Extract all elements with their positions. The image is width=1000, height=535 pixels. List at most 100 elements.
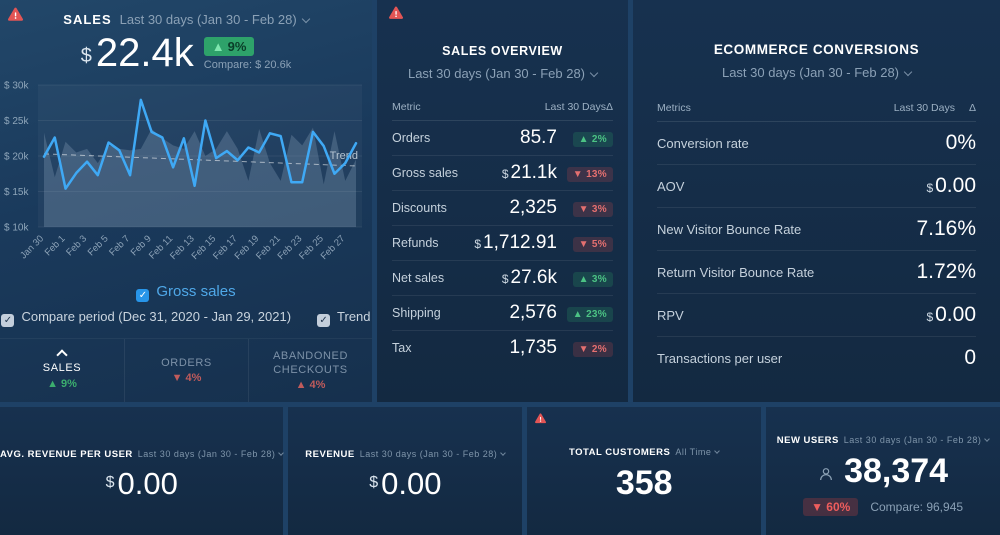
legend-compare-period: ✓ Compare period (Dec 31, 2020 - Jan 29, … xyxy=(1,309,291,327)
delta-badge: ▲ 9% xyxy=(203,37,255,56)
table-row[interactable]: RPV $0.00 xyxy=(657,294,976,337)
triangle-up-icon: ▲ xyxy=(211,39,225,54)
x-tick-label: Feb 1 xyxy=(43,233,68,258)
date-range-dropdown[interactable]: Last 30 days (Jan 30 - Feb 28) xyxy=(633,65,1000,80)
tab-abandoned-checkouts[interactable]: ABANDONED CHECKOUTS ▲ 4% xyxy=(248,339,372,402)
y-tick-label: $ 10k xyxy=(4,223,29,234)
gross-sales-label: Gross sales xyxy=(156,283,236,300)
chevron-down-icon xyxy=(984,435,991,442)
x-tick-label: Feb 27 xyxy=(319,233,348,262)
kpi-value: 0.00 xyxy=(117,465,178,501)
avg-revenue-per-user-panel: AVG. REVENUE PER USER Last 30 days (Jan 3… xyxy=(0,407,285,535)
conversions-table: Metrics Last 30 Days Δ Conversion rate 0%… xyxy=(657,96,976,379)
y-tick-label: $ 15k xyxy=(4,187,29,198)
table-row[interactable]: Shipping 2,576 ▲ 23% xyxy=(392,296,613,331)
x-tick-label: Jan 30 xyxy=(18,233,46,261)
warning-icon[interactable] xyxy=(389,6,403,20)
panel-title: TOTAL CUSTOMERS xyxy=(569,447,671,458)
date-range-dropdown[interactable]: Last 30 days (Jan 30 - Feb 28) xyxy=(138,449,285,459)
gross-sales-checkbox[interactable]: ✓ xyxy=(136,289,150,302)
delta-badge: ▲ 3% xyxy=(572,272,613,287)
delta-badge: ▼ 2% xyxy=(572,342,613,357)
compare-period-checkbox[interactable]: ✓ xyxy=(1,314,15,327)
sales-overview-table: Metric Last 30 Days Δ Orders 85.7 ▲ 2% Gro… xyxy=(392,95,613,365)
revenue-panel: REVENUE Last 30 days (Jan 30 - Feb 28) $0… xyxy=(288,407,523,535)
tab-delta: ▲ 4% xyxy=(295,379,326,392)
chevron-down-icon xyxy=(500,449,507,456)
currency-symbol: $ xyxy=(80,45,92,67)
legend-row-2: ✓ Compare period (Dec 31, 2020 - Jan 29, … xyxy=(0,309,372,327)
tab-delta: ▲ 9% xyxy=(47,377,77,390)
compare-area xyxy=(44,127,356,227)
date-range-dropdown[interactable]: Last 30 days (Jan 30 - Feb 28) xyxy=(844,435,991,445)
chevron-down-icon xyxy=(301,14,310,24)
date-range-dropdown[interactable]: All Time xyxy=(675,447,721,457)
table-row[interactable]: Net sales $27.6k ▲ 3% xyxy=(392,261,613,296)
panel-title: SALES xyxy=(63,12,112,27)
currency-symbol: $ xyxy=(369,473,379,491)
x-tick-label: Feb 7 xyxy=(107,233,132,258)
kpi-value: 358 xyxy=(615,464,673,502)
legend-gross-sales: ✓ Gross sales xyxy=(0,283,372,302)
date-range-dropdown[interactable]: Last 30 days (Jan 30 - Feb 28) xyxy=(360,449,507,459)
ecommerce-conversions-panel: ECOMMERCE CONVERSIONS Last 30 days (Jan … xyxy=(633,0,1000,402)
y-tick-label: $ 25k xyxy=(4,116,29,127)
new-users-panel: NEW USERS Last 30 days (Jan 30 - Feb 28) … xyxy=(766,407,1000,535)
kpi-value: 0.00 xyxy=(381,465,442,501)
user-icon xyxy=(820,467,832,480)
sales-header: SALES Last 30 days (Jan 30 - Feb 28) xyxy=(0,11,372,29)
tab-orders[interactable]: ORDERS ▼ 4% xyxy=(124,339,248,402)
tab-sales[interactable]: SALES ▲ 9% xyxy=(0,339,124,402)
delta-badge: ▼ 13% xyxy=(566,167,613,182)
delta-badge: ▲ 2% xyxy=(572,132,613,147)
table-row[interactable]: Transactions per user 0 xyxy=(657,346,976,369)
panel-title: AVG. REVENUE PER USER xyxy=(0,448,133,460)
y-tick-label: $ 20k xyxy=(4,152,29,163)
table-row[interactable]: Discounts 2,325 ▼ 3% xyxy=(392,191,613,226)
table-row[interactable]: New Visitor Bounce Rate 7.16% xyxy=(657,208,976,251)
sales-panel: SALES Last 30 days (Jan 30 - Feb 28) $ 22… xyxy=(0,0,372,402)
compare-value: Compare: 96,945 xyxy=(870,499,964,514)
delta-badge: ▼ 3% xyxy=(572,202,613,217)
trend-label: Trend xyxy=(330,150,358,162)
table-row[interactable]: Refunds $1,712.91 ▼ 5% xyxy=(392,226,613,261)
x-tick-label: Feb 3 xyxy=(64,233,89,258)
gross-sales-line xyxy=(42,98,358,190)
compare-value: Compare: $ 20.6k xyxy=(203,59,292,71)
table-row[interactable]: Tax 1,735 ▼ 2% xyxy=(392,331,613,365)
table-header: Metric Last 30 Days Δ xyxy=(392,95,613,121)
warning-icon[interactable] xyxy=(8,7,23,22)
table-row[interactable]: Gross sales $21.1k ▼ 13% xyxy=(392,156,613,191)
warning-icon[interactable] xyxy=(535,413,547,424)
total-customers-panel: TOTAL CUSTOMERS All Time 358 xyxy=(527,407,762,535)
x-tick-label: Feb 5 xyxy=(86,233,111,258)
table-row[interactable]: Conversion rate 0% xyxy=(657,122,976,165)
date-range-dropdown[interactable]: Last 30 days (Jan 30 - Feb 28) xyxy=(120,12,310,27)
chevron-down-icon xyxy=(589,68,599,78)
delta-badge: ▼ 60% xyxy=(803,497,859,516)
sales-overview-panel: SALES OVERVIEW Last 30 days (Jan 30 - Fe… xyxy=(377,0,628,402)
delta-badge: ▲ 23% xyxy=(566,307,613,322)
chevron-down-icon xyxy=(714,448,721,454)
date-range-dropdown[interactable]: Last 30 days (Jan 30 - Feb 28) xyxy=(377,66,628,81)
bottom-row: AVG. REVENUE PER USER Last 30 days (Jan 3… xyxy=(0,407,1000,535)
chevron-down-icon xyxy=(903,67,913,77)
table-row[interactable]: AOV $0.00 xyxy=(657,165,976,208)
panel-title: ECOMMERCE CONVERSIONS xyxy=(713,42,920,57)
tab-delta: ▼ 4% xyxy=(171,372,202,385)
sales-value: 22.4k xyxy=(95,31,194,75)
legend-trend: ✓ Trend xyxy=(317,309,371,327)
caret-up-icon xyxy=(56,349,68,361)
table-row[interactable]: Orders 85.7 ▲ 2% xyxy=(392,121,613,156)
sales-tab-bar: SALES ▲ 9% ORDERS ▼ 4% ABANDONED CHECKOU… xyxy=(0,338,372,402)
top-row: SALES Last 30 days (Jan 30 - Feb 28) $ 22… xyxy=(0,0,1000,402)
kpi-value: 38,374 xyxy=(844,451,949,490)
table-row[interactable]: Return Visitor Bounce Rate 1.72% xyxy=(657,251,976,294)
y-tick-label: $ 30k xyxy=(4,81,29,92)
panel-title: SALES OVERVIEW xyxy=(442,44,563,58)
trend-checkbox[interactable]: ✓ xyxy=(317,314,331,327)
panel-title: NEW USERS xyxy=(776,434,839,446)
currency-symbol: $ xyxy=(105,473,115,491)
